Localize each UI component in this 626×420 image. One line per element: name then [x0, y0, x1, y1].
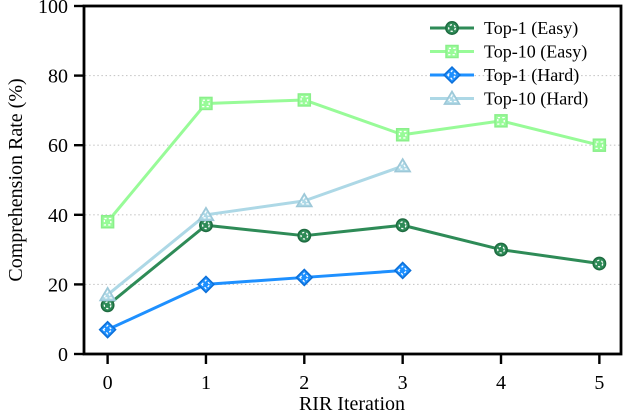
series-line — [106, 268, 405, 332]
legend-marker-square-icon — [445, 44, 459, 59]
legend: Top-1 (Easy) Top-10 (Easy)Top-1 (Hard) Top… — [430, 18, 588, 110]
series-line — [106, 98, 601, 224]
data-point-marker — [295, 192, 314, 208]
data-point-marker — [197, 206, 215, 222]
legend-label: Top-10 (Easy) — [484, 42, 587, 63]
axes-layer — [82, 4, 623, 356]
legend-entry-top-10-hard-: Top-10 (Hard) — [430, 89, 588, 110]
data-point-marker — [592, 256, 607, 271]
x-tick-label: 0 — [103, 372, 113, 394]
series-top-10-easy- — [100, 93, 607, 229]
data-point-marker — [393, 261, 412, 280]
y-tick-label: 80 — [48, 66, 68, 88]
x-tick-label: 2 — [299, 372, 309, 394]
legend-label: Top-1 (Hard) — [484, 65, 579, 86]
data-point-marker — [494, 242, 508, 257]
data-point-marker — [393, 157, 412, 173]
x-tick-label: 5 — [594, 372, 604, 394]
legend-entry-top-1-hard-: Top-1 (Hard) — [430, 65, 579, 86]
data-point-marker — [592, 138, 607, 152]
legend-label: Top-1 (Easy) — [484, 18, 578, 39]
data-point-marker — [297, 93, 312, 107]
y-tick-label: 20 — [48, 274, 68, 296]
y-tick-label: 100 — [38, 0, 68, 18]
data-point-marker — [98, 320, 117, 339]
y-tick-label: 60 — [48, 135, 68, 157]
legend-entry-top-1-easy-: Top-1 (Easy) — [430, 18, 578, 39]
x-tick-label: 4 — [496, 372, 506, 394]
data-point-marker — [395, 218, 410, 233]
series-top-10-hard- — [98, 157, 412, 302]
series-line — [106, 164, 405, 297]
legend-label: Top-10 (Hard) — [484, 89, 588, 110]
legend-entry-top-10-easy-: Top-10 (Easy) — [430, 42, 587, 63]
legend-marker-triangle-icon — [443, 89, 461, 105]
tick-marks-and-labels: 0 20 40 60 80 100 0 1 2 3 4 5 — [38, 0, 604, 394]
x-tick-label: 3 — [398, 372, 408, 394]
data-series-layer — [98, 93, 607, 339]
data-point-marker — [199, 218, 213, 233]
data-point-marker — [100, 298, 115, 313]
x-tick-label: 1 — [201, 372, 211, 394]
data-point-marker — [98, 286, 117, 302]
data-point-marker — [295, 268, 314, 287]
data-point-marker — [196, 275, 216, 294]
plot-border — [82, 4, 623, 356]
data-point-marker — [494, 114, 508, 128]
y-axis-label: Comprehension Rate (%) — [5, 78, 27, 281]
data-point-marker — [395, 128, 410, 142]
y-tick-label: 0 — [58, 344, 68, 366]
data-point-marker — [297, 228, 312, 243]
data-point-marker — [100, 215, 115, 229]
y-tick-label: 40 — [48, 205, 68, 227]
legend-marker-diamond-icon — [442, 65, 462, 85]
gridlines — [85, 75, 620, 285]
series-line — [106, 223, 601, 307]
x-axis-label: RIR Iteration — [299, 393, 405, 415]
data-point-marker — [199, 96, 213, 111]
legend-marker-circle-icon — [445, 21, 459, 35]
series-top-1-hard- — [98, 261, 412, 339]
series-top-1-easy- — [100, 218, 607, 313]
